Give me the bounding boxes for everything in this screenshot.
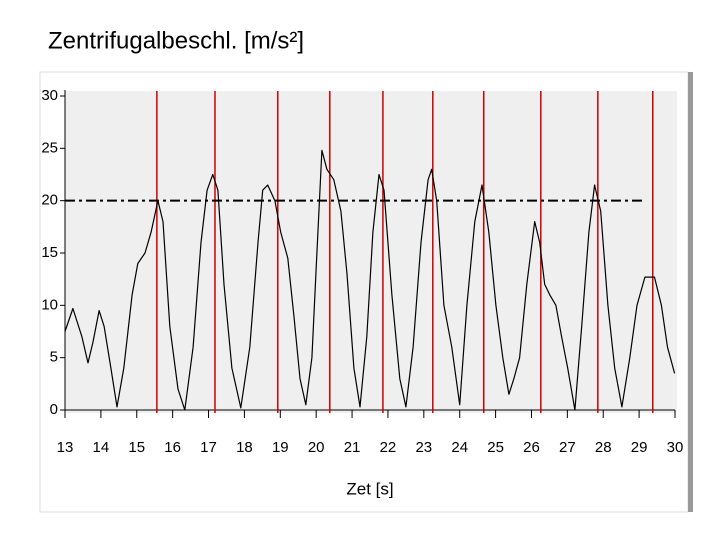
x-tick-label: 18	[236, 439, 253, 456]
chart-title: Zentrifugalbeschl. [m/s²]	[48, 27, 304, 54]
x-tick-label: 13	[57, 439, 74, 456]
y-tick-label: 0	[50, 401, 58, 418]
x-axis-label: Zet [s]	[346, 479, 393, 498]
x-tick-label: 23	[415, 439, 432, 456]
x-tick-label: 25	[487, 439, 504, 456]
x-tick-label: 19	[272, 439, 289, 456]
x-tick-label: 28	[595, 439, 612, 456]
x-tick-label: 27	[559, 439, 576, 456]
x-tick-label: 22	[380, 439, 397, 456]
data-line	[64, 149, 676, 411]
x-tick-label: 30	[667, 439, 684, 456]
x-tick-label: 26	[523, 439, 540, 456]
x-tick-label: 14	[93, 439, 110, 456]
x-tick-label: 15	[128, 439, 145, 456]
x-tick-label: 24	[451, 439, 468, 456]
frame-shadow	[688, 72, 693, 512]
x-tick-label: 20	[308, 439, 325, 456]
y-tick-label: 25	[41, 139, 58, 156]
y-tick-label: 30	[41, 87, 58, 104]
x-tick-label: 16	[164, 439, 181, 456]
x-tick-label: 29	[631, 439, 648, 456]
x-tick-label: 21	[344, 439, 361, 456]
y-tick-label: 20	[41, 192, 58, 209]
y-tick-label: 10	[41, 296, 58, 313]
plot-area	[65, 91, 677, 413]
y-tick-label: 15	[41, 244, 58, 261]
y-tick-label: 5	[50, 349, 58, 366]
x-tick-label: 17	[200, 439, 217, 456]
